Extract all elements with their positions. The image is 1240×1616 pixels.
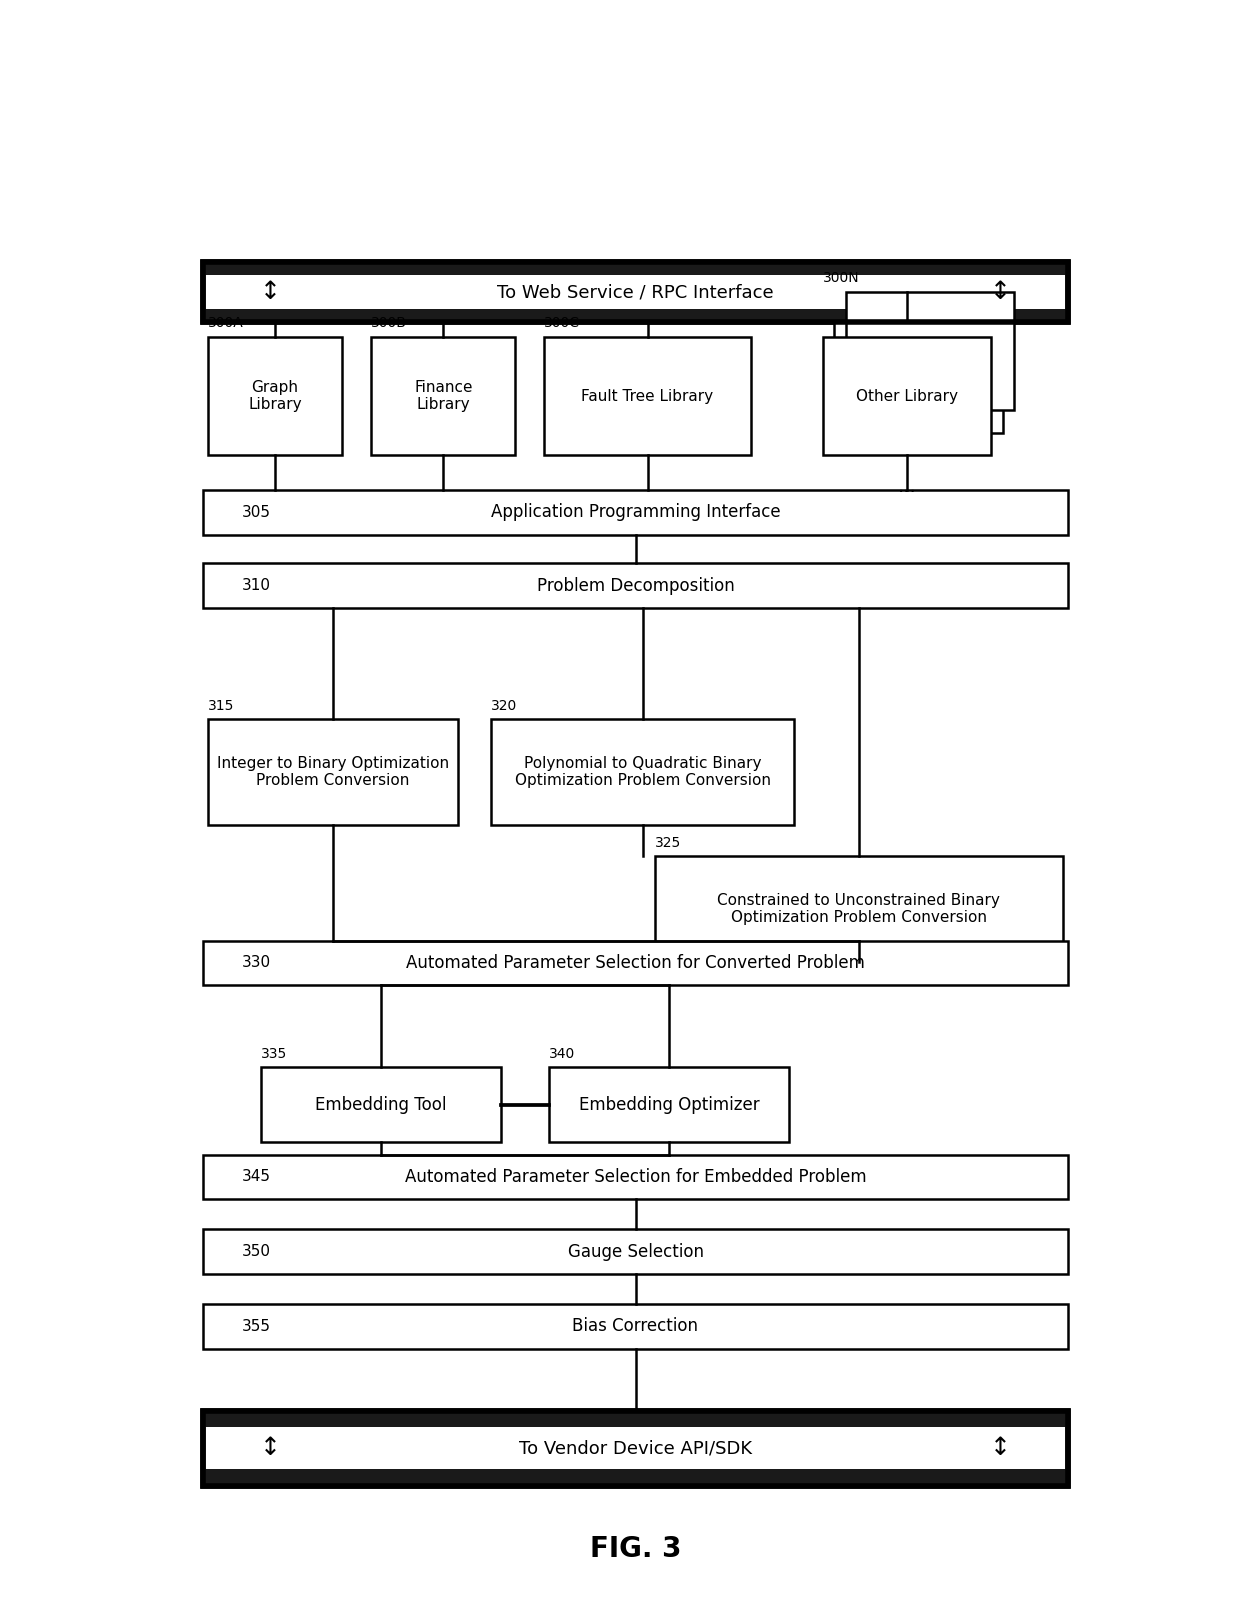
Text: 335: 335	[260, 1047, 286, 1062]
Text: 330: 330	[242, 955, 270, 971]
Bar	[203, 490, 1068, 535]
Text: ↕: ↕	[260, 280, 280, 304]
Text: Graph
Library: Graph Library	[248, 380, 301, 412]
Text: ↕: ↕	[260, 1437, 280, 1461]
Text: Other Library: Other Library	[856, 388, 959, 404]
Text: ↕: ↕	[991, 1437, 1011, 1461]
Text: Automated Parameter Selection for Embedded Problem: Automated Parameter Selection for Embedd…	[404, 1168, 867, 1186]
Bar	[544, 338, 751, 456]
Bar	[549, 1068, 789, 1143]
Text: 310: 310	[242, 579, 270, 593]
Bar	[371, 338, 516, 456]
Bar	[208, 338, 342, 456]
Bar	[835, 315, 1003, 433]
Text: 345: 345	[242, 1170, 270, 1185]
Bar	[203, 262, 1068, 275]
Bar	[491, 719, 794, 824]
Text: Integer to Binary Optimization
Problem Conversion: Integer to Binary Optimization Problem C…	[217, 756, 449, 789]
Text: Application Programming Interface: Application Programming Interface	[491, 504, 780, 522]
Bar	[203, 309, 1068, 322]
Bar	[203, 262, 1068, 322]
Text: ↕: ↕	[991, 280, 1011, 304]
Text: 300C: 300C	[544, 315, 580, 330]
Text: Constrained to Unconstrained Binary
Optimization Problem Conversion: Constrained to Unconstrained Binary Opti…	[718, 892, 1001, 924]
Text: Finance
Library: Finance Library	[414, 380, 472, 412]
Text: Other Library: Other Library	[888, 344, 972, 357]
Text: 300B: 300B	[371, 315, 407, 330]
Text: To Web Service / RPC Interface: To Web Service / RPC Interface	[497, 283, 774, 301]
Text: 300A: 300A	[208, 315, 243, 330]
Text: Automated Parameter Selection for Converted Problem: Automated Parameter Selection for Conver…	[405, 953, 866, 971]
Bar	[846, 292, 1014, 410]
Text: 355: 355	[242, 1319, 270, 1333]
Text: Other Library: Other Library	[877, 367, 960, 380]
Text: Embedding Optimizer: Embedding Optimizer	[579, 1096, 759, 1113]
Bar	[260, 1068, 501, 1143]
Bar	[203, 1411, 1068, 1485]
Text: Bias Correction: Bias Correction	[573, 1317, 698, 1335]
Bar	[203, 1154, 1068, 1199]
Bar	[203, 1469, 1068, 1485]
Text: 325: 325	[655, 835, 681, 850]
Text: 305: 305	[242, 504, 270, 520]
Bar	[203, 1411, 1068, 1427]
Bar	[203, 262, 1068, 322]
Bar	[203, 564, 1068, 608]
Bar	[203, 1230, 1068, 1273]
Text: 350: 350	[242, 1244, 270, 1259]
Text: Polynomial to Quadratic Binary
Optimization Problem Conversion: Polynomial to Quadratic Binary Optimizat…	[515, 756, 771, 789]
Text: FIG. 3: FIG. 3	[590, 1535, 681, 1563]
Text: 300N: 300N	[823, 271, 859, 284]
Bar	[203, 1304, 1068, 1349]
Text: 340: 340	[549, 1047, 575, 1062]
Text: Problem Decomposition: Problem Decomposition	[537, 577, 734, 595]
Text: Fault Tree Library: Fault Tree Library	[582, 388, 713, 404]
Text: ...: ...	[898, 477, 916, 496]
Text: To Vendor Device API/SDK: To Vendor Device API/SDK	[518, 1440, 753, 1458]
Bar	[208, 719, 458, 824]
Bar	[203, 1411, 1068, 1485]
Text: 320: 320	[491, 698, 517, 713]
Text: Embedding Tool: Embedding Tool	[315, 1096, 446, 1113]
Text: 315: 315	[208, 698, 234, 713]
Bar	[823, 338, 991, 456]
Bar	[655, 856, 1063, 962]
Text: Gauge Selection: Gauge Selection	[568, 1243, 703, 1260]
Bar	[203, 941, 1068, 986]
